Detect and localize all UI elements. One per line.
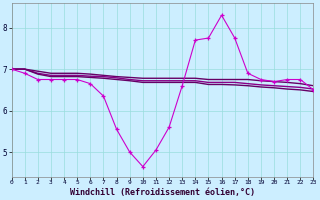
X-axis label: Windchill (Refroidissement éolien,°C): Windchill (Refroidissement éolien,°C) xyxy=(70,188,255,197)
